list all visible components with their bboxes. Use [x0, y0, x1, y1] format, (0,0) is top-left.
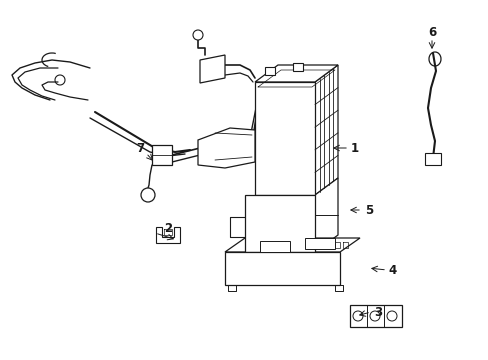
- Text: 1: 1: [350, 141, 358, 154]
- Text: 6: 6: [427, 26, 435, 39]
- Circle shape: [141, 188, 155, 202]
- Polygon shape: [349, 305, 401, 327]
- Polygon shape: [200, 55, 224, 83]
- Text: 7: 7: [136, 141, 144, 154]
- Circle shape: [193, 30, 203, 40]
- Polygon shape: [424, 153, 440, 165]
- Circle shape: [386, 311, 396, 321]
- Text: 2: 2: [163, 221, 172, 234]
- Text: 4: 4: [388, 264, 396, 276]
- Circle shape: [369, 311, 379, 321]
- Polygon shape: [305, 238, 334, 249]
- Polygon shape: [224, 238, 359, 252]
- Polygon shape: [198, 128, 254, 168]
- Text: 3: 3: [373, 306, 381, 319]
- Polygon shape: [254, 65, 337, 82]
- Polygon shape: [152, 145, 172, 165]
- Text: 5: 5: [364, 203, 372, 216]
- Polygon shape: [260, 241, 289, 252]
- Polygon shape: [254, 82, 314, 195]
- Bar: [264, 67, 274, 75]
- Circle shape: [352, 311, 362, 321]
- Polygon shape: [244, 195, 314, 252]
- Polygon shape: [314, 178, 337, 252]
- Polygon shape: [156, 227, 180, 243]
- Polygon shape: [314, 65, 337, 195]
- Polygon shape: [224, 252, 339, 285]
- Bar: [292, 63, 303, 71]
